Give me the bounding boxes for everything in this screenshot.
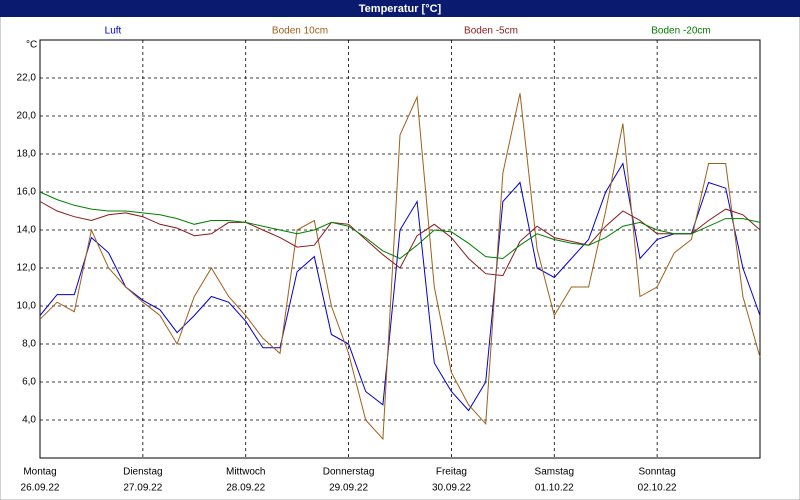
- title-bar: [0, 0, 800, 17]
- plot-area: [39, 39, 761, 459]
- legend-entry: Luft: [105, 26, 122, 37]
- y-tick-label: 6,0: [22, 377, 36, 388]
- y-tick-label: 4,0: [22, 415, 36, 426]
- x-tick-label: Montag: [23, 467, 56, 478]
- x-tick-date: 30.09.22: [432, 483, 471, 494]
- x-tick-date: 28.09.22: [226, 483, 265, 494]
- x-tick-date: 02.10.22: [638, 483, 677, 494]
- x-tick-label: Samstag: [535, 467, 574, 478]
- y-tick-label: 16,0: [17, 187, 37, 198]
- legend-entry: Boden 10cm: [272, 26, 328, 37]
- x-tick-label: Donnerstag: [323, 467, 375, 478]
- legend-entry: Boden -20cm: [651, 26, 710, 37]
- series-line: [39, 201, 761, 277]
- series-line: [39, 191, 761, 260]
- y-unit: °C: [26, 40, 37, 51]
- x-tick-date: 01.10.22: [535, 483, 574, 494]
- y-tick-label: 20,0: [17, 111, 37, 122]
- x-tick-date: 27.09.22: [123, 483, 162, 494]
- x-tick-label: Sonntag: [639, 467, 676, 478]
- x-tick-label: Mittwoch: [226, 467, 265, 478]
- legend-entry: Boden -5cm: [464, 26, 518, 37]
- y-tick-label: 12,0: [17, 263, 37, 274]
- x-tick-label: Freitag: [436, 467, 467, 478]
- y-tick-label: 14,0: [17, 225, 37, 236]
- series-line: [39, 93, 761, 441]
- series-line: [39, 162, 761, 412]
- x-tick-date: 26.09.22: [21, 483, 60, 494]
- y-tick-label: 8,0: [22, 339, 36, 350]
- chart-title: Temperatur [°C]: [359, 3, 442, 15]
- x-tick-date: 29.09.22: [329, 483, 368, 494]
- y-tick-label: 22,0: [17, 73, 37, 84]
- y-tick-label: 18,0: [17, 149, 37, 160]
- x-tick-label: Dienstag: [123, 467, 162, 478]
- y-tick-label: 10,0: [17, 301, 37, 312]
